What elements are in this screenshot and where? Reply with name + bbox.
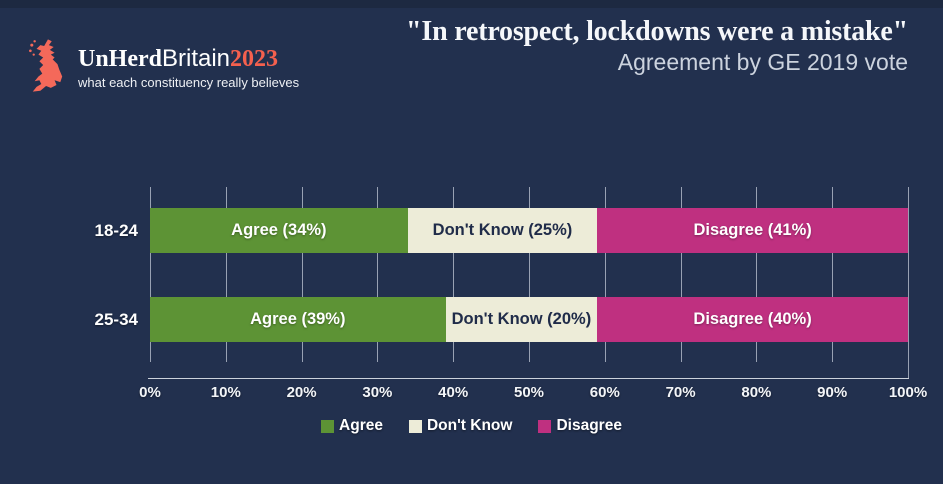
brand-logo: UnHerdBritain2023 what each constituency… [28, 38, 299, 94]
x-tick-label: 90% [817, 384, 848, 401]
bar-segment-label: Agree (34%) [231, 221, 327, 239]
x-tick-label: 50% [513, 384, 545, 401]
title-block: "In retrospect, lockdowns were a mistake… [406, 16, 908, 76]
legend-item-don-t-know: Don't Know [408, 417, 513, 435]
legend-swatch [538, 419, 552, 433]
bar-segment-disagree: Disagree (40%) [597, 297, 908, 342]
bar-segment-agree: Agree (39%) [150, 297, 446, 342]
bar-segment-label: Disagree (40%) [693, 310, 812, 328]
gridline-70% [680, 187, 682, 362]
legend-swatch [321, 419, 335, 433]
legend-item-disagree: Disagree [538, 417, 622, 435]
brand-wordmark: UnHerdBritain2023 [78, 45, 299, 73]
legend: Agree Don't Know Disagree [0, 417, 943, 435]
x-tick-label: 10% [210, 384, 241, 401]
x-tick-label: 40% [438, 384, 469, 401]
chart-subtitle: Agreement by GE 2019 vote [617, 49, 908, 75]
gridline-80% [756, 187, 758, 362]
gridline-20% [301, 187, 303, 362]
chart-title: "In retrospect, lockdowns were a mistake… [406, 16, 908, 47]
x-axis-line [148, 378, 909, 379]
bar-segment-label: Don't Know (25%) [432, 221, 573, 239]
bar-segment-don-t-know: Don't Know (25%) [407, 208, 598, 253]
gridline-0% [150, 187, 151, 362]
bar-segment-disagree: Disagree (41%) [597, 208, 908, 253]
brand-name-bold: UnHerd [78, 46, 162, 72]
bar-row-18-24: Agree (34%) Don't Know (25%) Disagree (41%… [150, 208, 908, 253]
gridline-40% [453, 187, 455, 362]
legend-item-agree: Agree [321, 417, 383, 435]
x-tick-label: 60% [589, 384, 620, 401]
bar-segment-don-t-know: Don't Know (20%) [445, 297, 598, 342]
bar-segment-label: Don't Know (20%) [451, 310, 592, 328]
legend-label: Agree [339, 417, 383, 434]
x-tick-label: 100% [888, 384, 928, 401]
x-tick-label: 80% [741, 384, 772, 401]
bar-segment-agree: Agree (34%) [150, 208, 408, 253]
uk-map-icon [29, 39, 63, 92]
bar-row-25-34: Agree (39%) Don't Know (20%) Disagree (40%… [150, 297, 908, 342]
gridline-10% [225, 187, 227, 362]
legend-label: Don't Know [426, 417, 513, 434]
category-label: 18-24 [94, 221, 138, 240]
brand-tagline: what each constituency really believes [78, 75, 300, 90]
gridline-50% [529, 187, 530, 362]
x-tick-label: 70% [665, 384, 696, 401]
legend-swatch [408, 419, 422, 433]
legend-label: Disagree [556, 417, 622, 434]
gridline-100% [908, 187, 909, 378]
brand-text: UnHerdBritain2023 what each constituency… [78, 45, 300, 91]
category-label: 25-34 [94, 310, 138, 329]
bar-segment-label: Disagree (41%) [693, 221, 812, 239]
gridline-60% [604, 187, 606, 362]
x-tick-label: 20% [286, 384, 317, 401]
top-edge-band [0, 0, 943, 8]
x-tick-label: 30% [362, 384, 393, 401]
brand-name-regular: Britain [162, 45, 231, 72]
x-tick-label: 0% [139, 384, 161, 401]
gridline-90% [832, 187, 834, 362]
bar-segment-label: Agree (39%) [250, 310, 346, 328]
brand-name-year: 2023 [230, 46, 279, 72]
gridline-30% [377, 187, 379, 362]
